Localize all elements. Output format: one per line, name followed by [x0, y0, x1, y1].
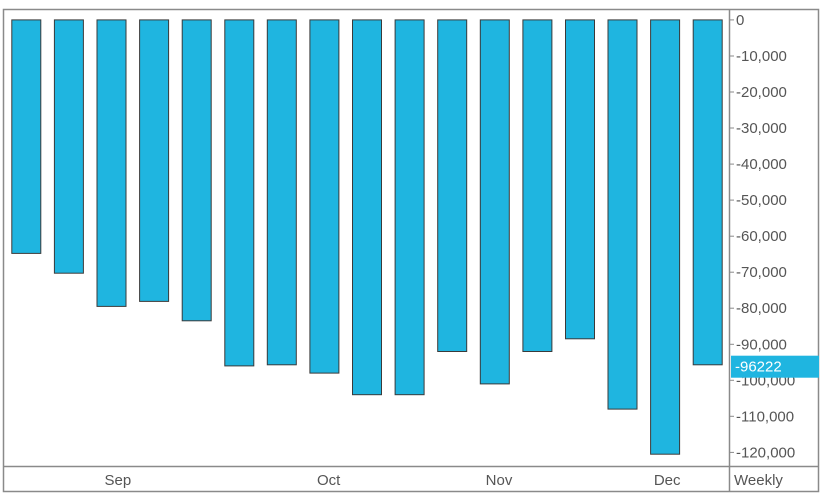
y-axis-ticks: 0 -10,000 -20,000 -30,000 -40,000 -50,000 -60,… — [729, 12, 795, 461]
y-tick-label: -70,000 — [736, 264, 787, 281]
bar — [181, 19, 212, 322]
last-value-label: -96222 — [735, 359, 782, 376]
y-tick-label: -60,000 — [736, 228, 787, 245]
bar — [692, 19, 723, 366]
last-value-marker: -96222 — [731, 355, 819, 378]
y-tick-label: 0 — [736, 12, 744, 29]
bar — [607, 19, 638, 410]
x-month-label: Sep — [105, 472, 132, 489]
bar — [437, 19, 468, 353]
bar — [224, 19, 255, 367]
y-tick-label: -110,000 — [736, 408, 794, 425]
y-tick-label: -40,000 — [736, 156, 787, 173]
bar — [11, 19, 42, 254]
x-month-label: Nov — [486, 472, 513, 489]
last-value-background — [731, 355, 819, 378]
y-tick-label: -50,000 — [736, 192, 787, 209]
bar — [139, 19, 170, 302]
bar — [309, 19, 340, 374]
y-tick-label: -10,000 — [736, 48, 787, 65]
bars-group — [11, 19, 723, 455]
y-tick-label: -80,000 — [736, 300, 787, 317]
x-month-label: Dec — [654, 472, 681, 489]
period-label: Weekly — [734, 472, 783, 489]
bar — [96, 19, 127, 307]
bar — [565, 19, 595, 340]
bar — [650, 19, 681, 455]
bar — [522, 19, 553, 353]
y-tick-label: -30,000 — [736, 120, 787, 137]
bar — [266, 19, 297, 366]
y-tick-label: -20,000 — [736, 84, 787, 101]
bar — [394, 19, 425, 396]
x-month-label: Oct — [317, 472, 341, 489]
bar — [352, 19, 382, 396]
bar — [53, 19, 84, 274]
y-tick-label: -90,000 — [736, 336, 787, 353]
x-axis-labels: Sep Oct Nov Dec — [105, 472, 681, 489]
bar — [479, 19, 510, 385]
y-tick-label: -120,000 — [736, 444, 795, 461]
